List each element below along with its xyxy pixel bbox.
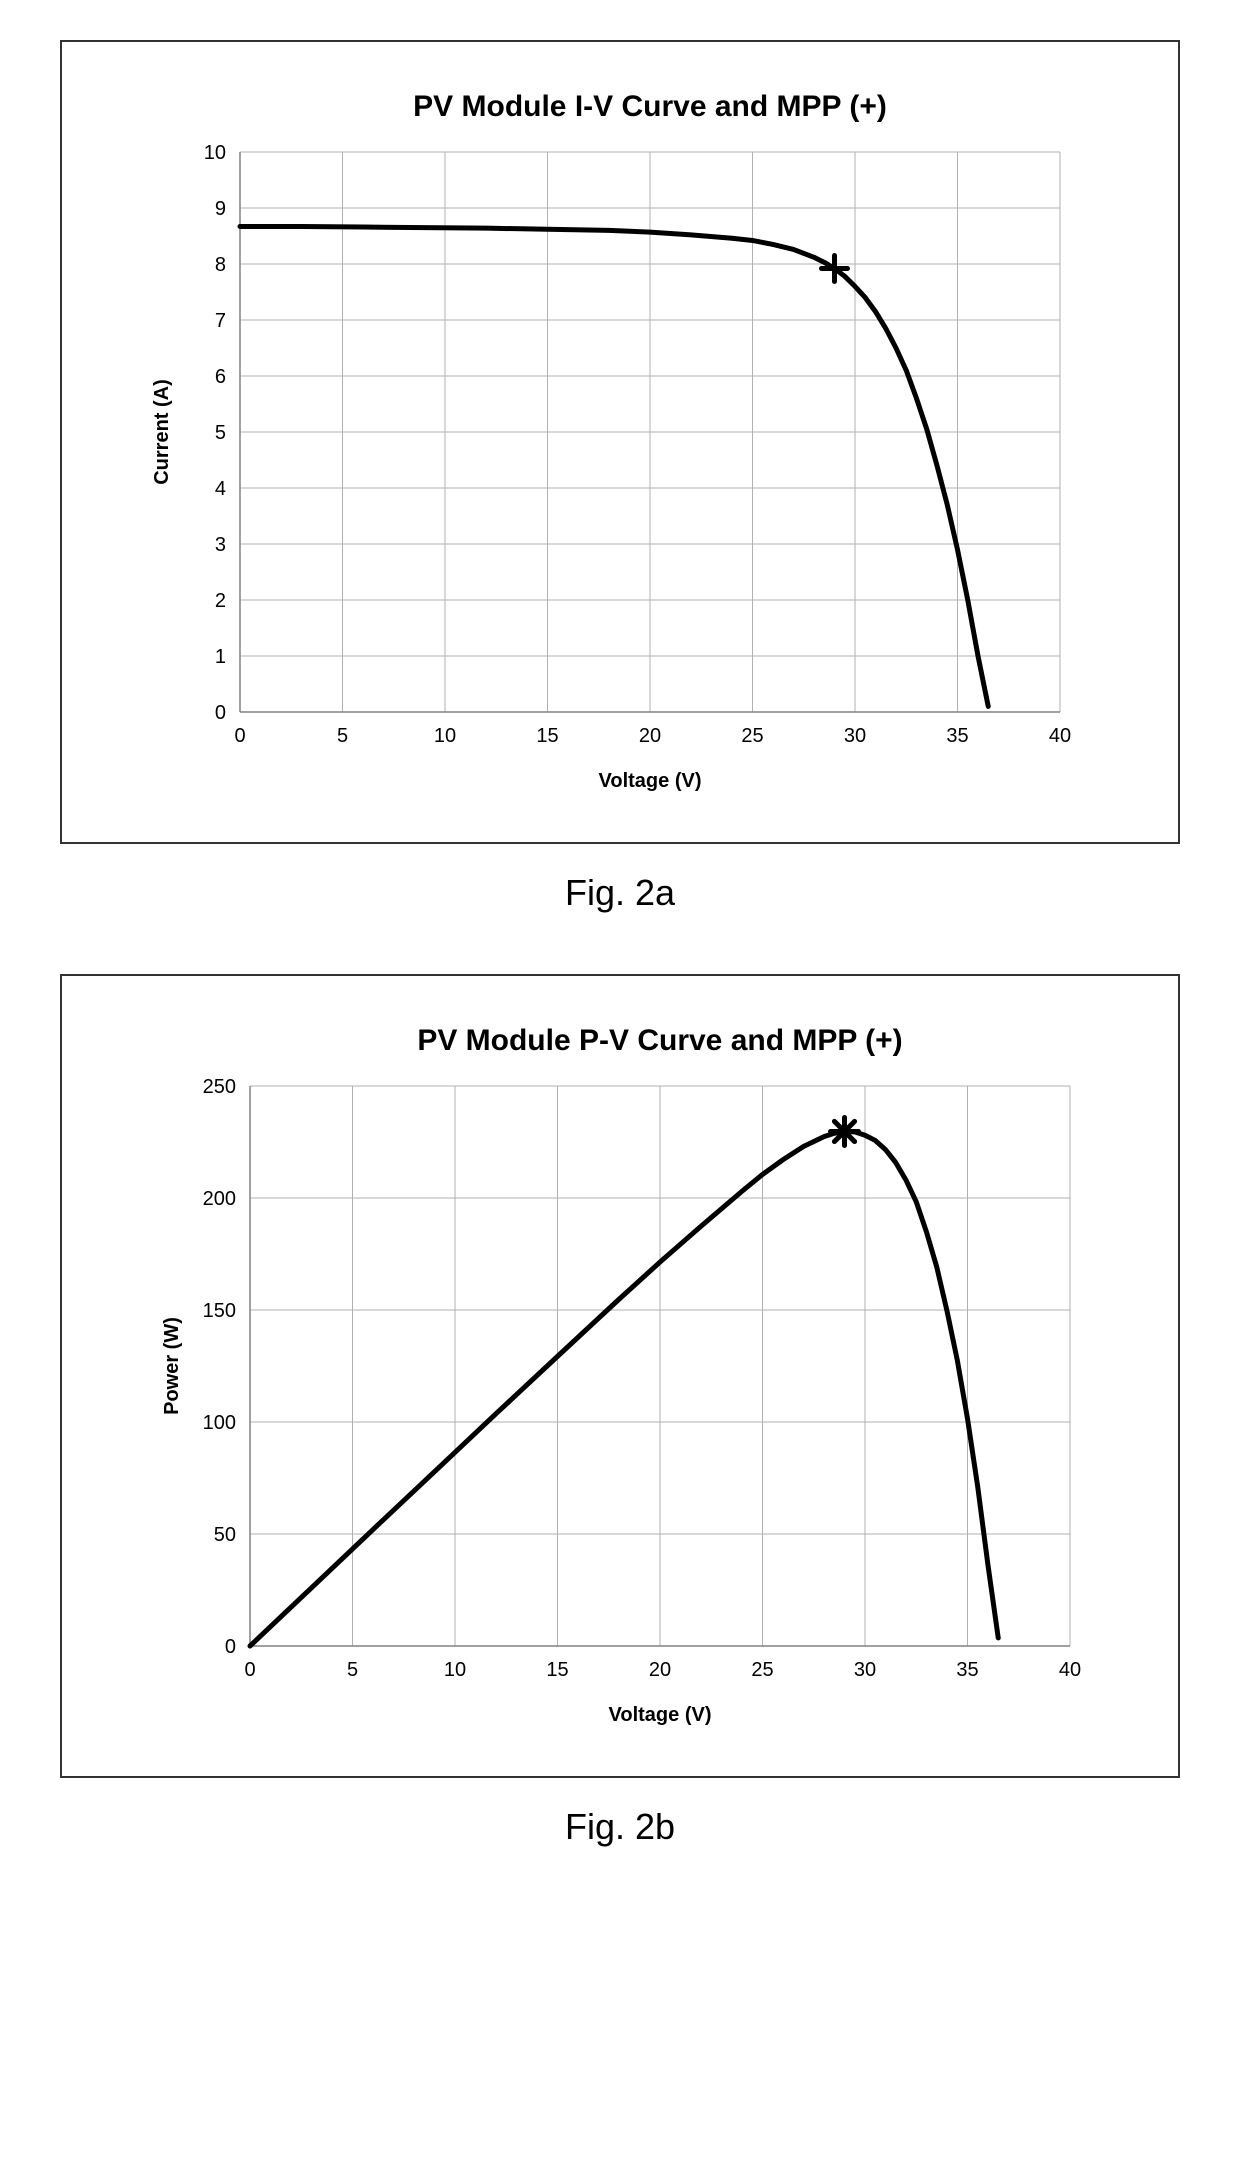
iv-y-tick-label: 4 [215,478,226,500]
iv-y-tick-label: 10 [204,142,226,164]
iv-x-tick-label: 20 [639,725,661,747]
chart-panel-iv: 0 5 10 15 20 25 30 35 40 0 1 2 3 4 5 6 7 8 9 10 Voltage (V) C… [60,40,1180,844]
iv-x-tick-label: 0 [234,725,245,747]
pv-chart-svg: 0 5 10 15 20 25 30 35 40 0 50 100 150 200 250 Voltage (… [120,1006,1100,1746]
pv-x-tick-label: 15 [546,1659,568,1681]
pv-x-tick-label: 20 [649,1659,671,1681]
pv-title: PV Module P-V Curve and MPP (+) [417,1024,902,1057]
pv-y-tick-label: 150 [203,1300,236,1322]
pv-y-tick-label: 50 [214,1524,236,1546]
chart-panel-pv: 0 5 10 15 20 25 30 35 40 0 50 100 150 200 250 Voltage (… [60,974,1180,1778]
pv-x-tick-label: 40 [1059,1659,1081,1681]
iv-y-tick-label: 0 [215,702,226,724]
iv-x-tick-label: 10 [434,725,456,747]
iv-y-tick-label: 1 [215,646,226,668]
iv-chart-svg: 0 5 10 15 20 25 30 35 40 0 1 2 3 4 5 6 7 8 9 10 Voltage (V) C… [130,72,1090,812]
iv-y-tick-label: 6 [215,366,226,388]
iv-y-tick-label: 5 [215,422,226,444]
iv-curve [240,226,988,706]
iv-x-tick-label: 40 [1049,725,1071,747]
iv-y-tick-label: 3 [215,534,226,556]
iv-y-tick-label: 9 [215,198,226,220]
pv-x-tick-label: 0 [244,1659,255,1681]
iv-y-tick-label: 8 [215,254,226,276]
figure-2b-caption: Fig. 2b [60,1806,1180,1848]
pv-y-tick-label: 0 [225,1636,236,1658]
figure-2a-caption: Fig. 2a [60,872,1180,914]
iv-x-tick-label: 30 [844,725,866,747]
pv-x-tick-label: 25 [751,1659,773,1681]
pv-curve [250,1131,998,1646]
iv-x-tick-label: 5 [337,725,348,747]
iv-title: PV Module I-V Curve and MPP (+) [413,90,887,123]
pv-y-tick-label: 200 [203,1188,236,1210]
iv-x-tick-label: 35 [946,725,968,747]
pv-x-label: Voltage (V) [609,1704,712,1726]
pv-x-tick-label: 5 [347,1659,358,1681]
pv-y-tick-label: 250 [203,1076,236,1098]
pv-x-tick-label: 35 [956,1659,978,1681]
iv-x-tick-label: 15 [536,725,558,747]
pv-y-label: Power (W) [161,1317,183,1415]
iv-x-tick-label: 25 [741,725,763,747]
pv-x-tick-label: 10 [444,1659,466,1681]
pv-mpp-asterisk-icon [831,1117,859,1145]
iv-y-label: Current (A) [151,379,173,485]
iv-y-tick-label: 2 [215,590,226,612]
iv-x-label: Voltage (V) [599,770,702,792]
pv-x-tick-label: 30 [854,1659,876,1681]
iv-y-tick-label: 7 [215,310,226,332]
pv-y-tick-label: 100 [203,1412,236,1434]
